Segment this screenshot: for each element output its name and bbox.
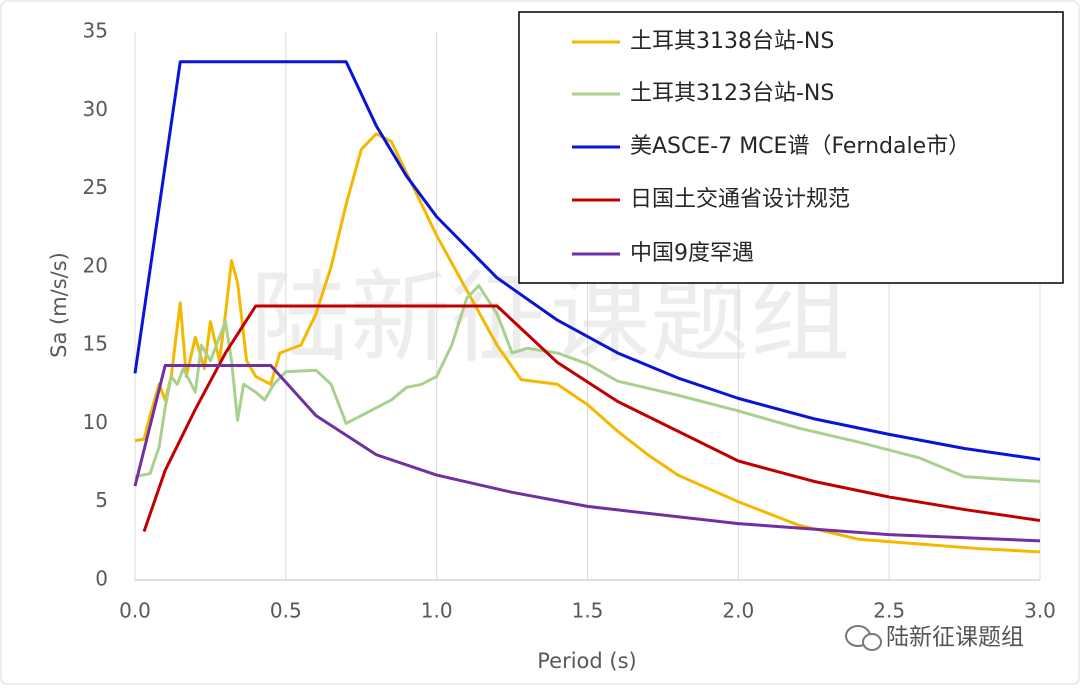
series-line xyxy=(134,284,1041,483)
x-tick-label: 0.5 xyxy=(270,599,302,623)
corner-watermark-text: 陆新征课题组 xyxy=(886,625,1024,651)
y-tick-label: 35 xyxy=(83,19,108,43)
series-line xyxy=(133,60,1041,461)
x-tick-label: 0.0 xyxy=(119,599,151,623)
x-tick-label: 2.5 xyxy=(873,599,905,623)
legend-label: 日国土交通省设计规范 xyxy=(630,187,850,212)
legend-label: 土耳其3123台站-NS xyxy=(630,81,834,106)
y-tick-label: 10 xyxy=(83,410,108,434)
series-line xyxy=(133,363,1041,543)
x-tick-label: 1.5 xyxy=(572,599,604,623)
x-tick-label: 3.0 xyxy=(1024,599,1056,623)
legend-label: 美ASCE-7 MCE谱（Ferndale市） xyxy=(630,134,970,159)
x-tick-label: 1.0 xyxy=(421,599,453,623)
corner-watermark: 陆新征课题组 xyxy=(845,625,1024,651)
y-tick-label: 30 xyxy=(83,97,108,121)
y-tick-label: 15 xyxy=(83,332,108,356)
wechat-icon xyxy=(862,633,882,651)
legend-label: 土耳其3138台站-NS xyxy=(630,29,834,54)
y-tick-label: 0 xyxy=(95,567,108,591)
legend-label: 中国9度罕遇 xyxy=(630,241,754,266)
x-axis-label: Period (s) xyxy=(537,649,636,673)
y-tick-label: 5 xyxy=(95,488,108,512)
series-line xyxy=(142,304,1041,532)
y-tick-label: 20 xyxy=(83,253,108,277)
y-tick-label: 25 xyxy=(83,175,108,199)
x-tick-label: 2.0 xyxy=(722,599,754,623)
y-axis-label: Sa (m/s/s) xyxy=(47,252,71,358)
